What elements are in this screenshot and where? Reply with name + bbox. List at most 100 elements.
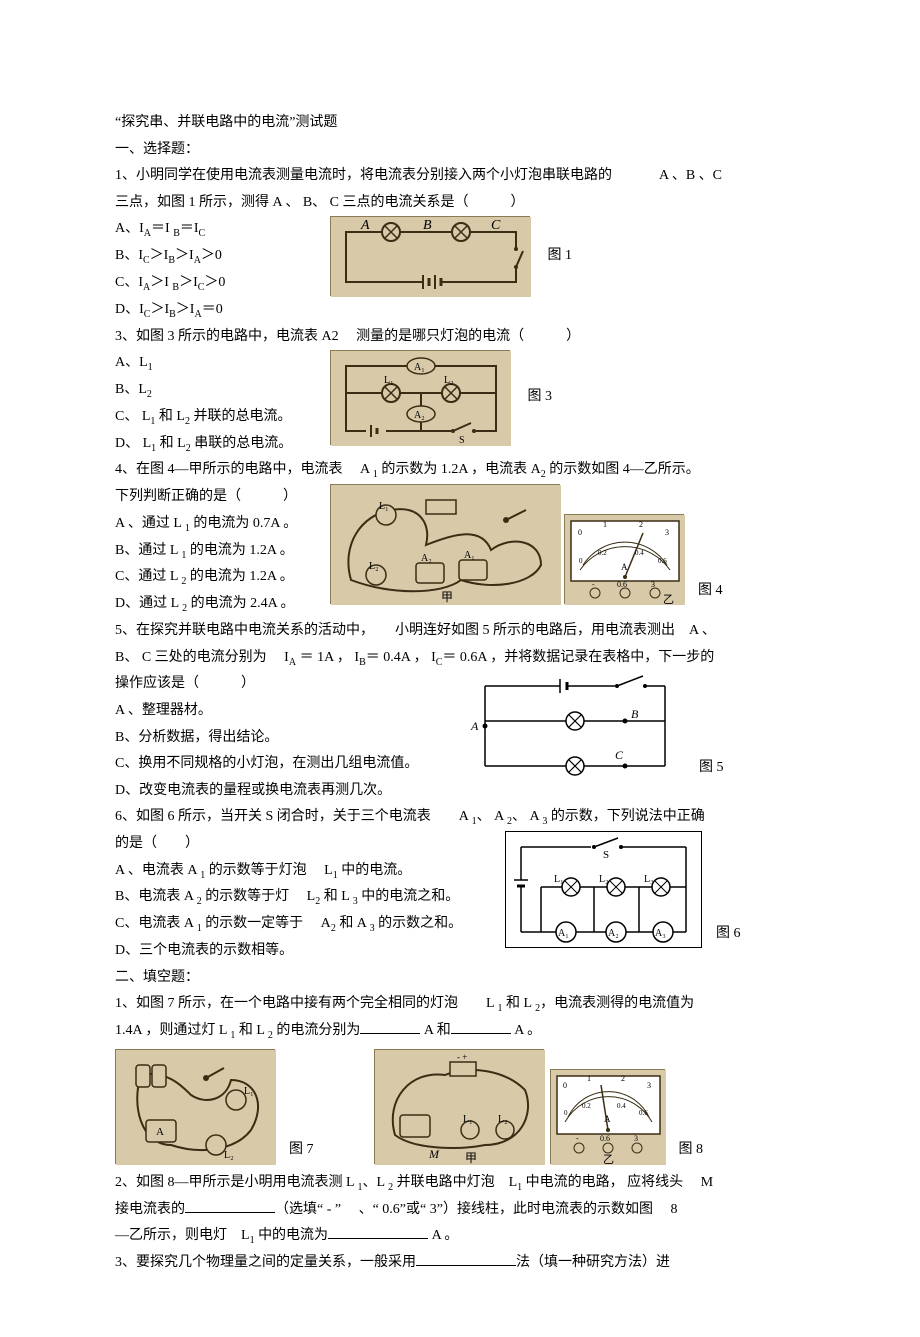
svg-text:0.6: 0.6 [617, 580, 627, 589]
section1-heading: 一、选择题： [115, 137, 820, 164]
svg-text:M: M [428, 1147, 440, 1161]
svg-text:0.6: 0.6 [639, 1109, 648, 1117]
svg-text:0.4: 0.4 [617, 1102, 626, 1110]
fig5-label: 图 5 [699, 755, 724, 782]
q4-optD: D、通过 L 2 的电流为 2.4A 。 [115, 591, 320, 618]
q5-optB: B、分析数据，得出结论。 [115, 725, 455, 752]
q3-stem: 3、如图 3 所示的电路中，电流表 A2 测量的是哪只灯泡的电流（ ） [115, 324, 820, 351]
q1-optD: D、IC＞IB＞IA＝0 [115, 297, 320, 324]
svg-text:2: 2 [621, 1074, 625, 1083]
f1: 1、如图 7 所示，在一个电路中接有两个完全相同的灯泡 L 1 和 L 2，电流… [115, 991, 820, 1045]
q5: 5、在探究并联电路中电流关系的活动中， 小明连好如图 5 所示的电路后，用电流表… [115, 618, 820, 804]
q3-options: A、L1 B、L2 C、 L1 和 L2 并联的总电流。 D、 L1 和 L2 … [115, 350, 320, 457]
q1-optA: A、IA＝I B＝IC [115, 216, 320, 243]
svg-text:C: C [491, 218, 501, 233]
svg-text:2: 2 [639, 520, 643, 529]
blank-input[interactable] [416, 1251, 516, 1266]
svg-text:A₂: A₂ [421, 553, 432, 564]
q5-stem3: 操作应该是（ ） [115, 671, 455, 698]
q5-optD: D、改变电流表的量程或换电流表再测几次。 [115, 778, 455, 805]
q1-stem-line1: 1、小明同学在使用电流表测量电流时，将电流表分别接入两个小灯泡串联电路的 A 、… [115, 163, 820, 190]
q3-figure-wrap: A₁ L₁ L₂ A₂ [330, 350, 552, 445]
title: “探究串、并联电路中的电流”测试题 [115, 110, 820, 137]
svg-text:A: A [470, 719, 479, 733]
svg-text:L₂: L₂ [498, 1114, 508, 1125]
q1-stem-line2: 三点，如图 1 所示，测得 A 、 B、 C 三点的电流关系是（ ） [115, 190, 820, 217]
q6-optB: B、电流表 A 2 的示数等于灯 L2 和 L 3 中的电流之和。 [115, 884, 495, 911]
q6-stem1: 6、如图 6 所示，当开关 S 闭合时，关于三个电流表 A 1、 A 2、 A … [115, 804, 820, 831]
q6-options: 的是（ ） A 、电流表 A 1 的示数等于灯泡 L1 中的电流。 B、电流表 … [115, 831, 495, 965]
svg-text:0.2: 0.2 [582, 1102, 591, 1110]
svg-text:3: 3 [647, 1081, 651, 1090]
svg-text:1: 1 [603, 520, 607, 529]
fig4-label: 图 4 [698, 578, 723, 605]
fig7-fig8-row: A L₁ L₂ 图 7 [115, 1049, 820, 1164]
svg-text:1: 1 [587, 1074, 591, 1083]
f2: 2、如图 8—甲所示是小明用电流表测 L 1、L 2 并联电路中灯泡 L1 中电… [115, 1170, 820, 1250]
svg-text:A₁: A₁ [464, 550, 475, 561]
q6-optA: A 、电流表 A 1 的示数等于灯泡 L1 中的电流。 [115, 858, 495, 885]
fig3: A₁ L₁ L₂ A₂ [330, 350, 510, 445]
svg-text:A₁: A₁ [558, 928, 569, 939]
fig3-label: 图 3 [528, 384, 553, 411]
svg-text:0: 0 [563, 1081, 567, 1090]
fig8-yi: 0 1 2 3 0 0.2 0.4 0.6 A - 0.6 3 乙 [550, 1069, 665, 1164]
q6-optC: C、电流表 A 1 的示数一定等于 A2 和 A 3 的示数之和。 [115, 911, 495, 938]
f2-line3: —乙所示，则电灯 L1 中的电流为 A 。 [115, 1223, 820, 1250]
blank-input[interactable] [328, 1224, 428, 1239]
svg-text:-: - [592, 580, 595, 589]
svg-text:L₁: L₁ [244, 1086, 254, 1097]
q1-stem1-tail: A 、B 、C [659, 168, 722, 183]
svg-text:甲: 甲 [465, 1151, 477, 1165]
q4-stem1: 4、在图 4—甲所示的电路中，电流表 A 1 的示数为 1.2A ，电流表 A2… [115, 457, 820, 484]
blank-input[interactable] [451, 1019, 511, 1034]
svg-text:L₂: L₂ [224, 1150, 234, 1161]
svg-text:A: A [360, 218, 370, 233]
q4-optC: C、通过 L 2 的电流为 1.2A 。 [115, 564, 320, 591]
svg-text:0: 0 [579, 557, 583, 565]
svg-text:3: 3 [651, 580, 655, 589]
svg-text:甲: 甲 [441, 590, 453, 604]
svg-text:A₃: A₃ [655, 928, 666, 939]
q6-optD: D、三个电流表的示数相等。 [115, 938, 495, 965]
q1: 1、小明同学在使用电流表测量电流时，将电流表分别接入两个小灯泡串联电路的 A 、… [115, 163, 820, 323]
q6-figure-wrap: S [505, 831, 741, 948]
q6-stem2: 的是（ ） [115, 831, 495, 858]
svg-text:A: A [156, 1126, 164, 1138]
fig5: A B C [465, 671, 685, 781]
svg-text:A₂: A₂ [608, 928, 619, 939]
svg-text:A₁: A₁ [414, 362, 425, 373]
svg-text:- +: - + [457, 1052, 467, 1062]
q3-optC: C、 L1 和 L2 并联的总电流。 [115, 404, 320, 431]
svg-text:A: A [604, 1114, 611, 1124]
blank-input[interactable] [360, 1019, 420, 1034]
svg-text:L₂: L₂ [444, 375, 454, 386]
f3: 3、要探究几个物理量之间的定量关系，一般采用法（填一种研究方法）进 [115, 1250, 820, 1277]
svg-text:A: A [621, 562, 628, 572]
q6: 6、如图 6 所示，当开关 S 闭合时，关于三个电流表 A 1、 A 2、 A … [115, 804, 820, 964]
f1-line1: 1、如图 7 所示，在一个电路中接有两个完全相同的灯泡 L 1 和 L 2，电流… [115, 991, 820, 1018]
fig7-label: 图 7 [289, 1137, 314, 1164]
svg-text:L₁: L₁ [463, 1114, 473, 1125]
section2-heading: 二、填空题： [115, 965, 820, 992]
q3-optD: D、 L1 和 L2 串联的总电流。 [115, 431, 320, 458]
blank-input[interactable] [185, 1198, 275, 1213]
svg-text:0.2: 0.2 [598, 549, 607, 557]
q1-optB: B、IC＞IB＞IA＞0 [115, 243, 320, 270]
f1-line2: 1.4A ，则通过灯 L 1 和 L 2 的电流分别为 A 和 A 。 [115, 1018, 820, 1045]
q3-optB: B、L2 [115, 377, 320, 404]
svg-text:L₂: L₂ [369, 561, 379, 572]
svg-text:L₁: L₁ [554, 874, 564, 885]
q1-options: A、IA＝I B＝IC B、IC＞IB＞IA＞0 C、IA＞I B＞IC＞0 D… [115, 216, 320, 323]
q3: 3、如图 3 所示的电路中，电流表 A2 测量的是哪只灯泡的电流（ ） A、L1… [115, 324, 820, 458]
q4-figure-wrap: L₁ L₂ A₂ A₁ 甲 [330, 484, 723, 604]
fig8-label: 图 8 [679, 1137, 704, 1164]
svg-text:3: 3 [634, 1134, 638, 1143]
q3-optA: A、L1 [115, 350, 320, 377]
q5-options: 操作应该是（ ） A 、整理器材。 B、分析数据，得出结论。 C、换用不同规格的… [115, 671, 455, 804]
q4-stem2: 下列判断正确的是（ ） [115, 484, 320, 511]
fig8-jia: - + L₁ L₂ M 甲 [374, 1049, 544, 1164]
fig4-jia: L₁ L₂ A₂ A₁ 甲 [330, 484, 560, 604]
svg-text:L₁: L₁ [379, 501, 389, 512]
q1-optC: C、IA＞I B＞IC＞0 [115, 270, 320, 297]
